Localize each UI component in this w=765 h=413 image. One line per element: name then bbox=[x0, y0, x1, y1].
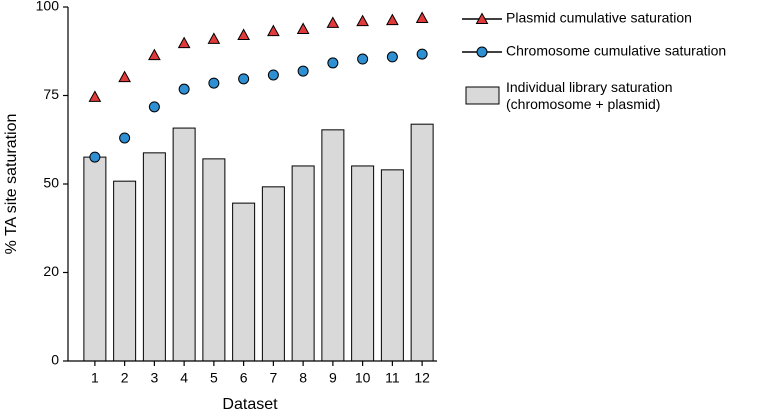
bar bbox=[172, 127, 196, 362]
triangle-marker bbox=[118, 70, 131, 83]
x-tick-label: 4 bbox=[180, 370, 188, 386]
triangle-marker bbox=[237, 28, 250, 40]
x-tick-label: 2 bbox=[121, 370, 129, 386]
triangle-marker bbox=[356, 14, 369, 27]
triangle-marker bbox=[296, 22, 310, 34]
circle-marker bbox=[386, 51, 398, 63]
bar bbox=[351, 165, 375, 362]
x-tick-label: 7 bbox=[269, 370, 277, 386]
bar bbox=[83, 156, 107, 362]
x-tick-label: 11 bbox=[385, 370, 400, 386]
x-axis-label: Dataset bbox=[222, 396, 278, 413]
x-tick-label: 3 bbox=[150, 370, 158, 386]
circle-marker bbox=[416, 48, 428, 60]
circle-marker bbox=[148, 101, 160, 113]
circle-marker bbox=[267, 69, 279, 81]
x-tick-label: 9 bbox=[329, 370, 337, 386]
bar bbox=[291, 165, 315, 362]
bar bbox=[321, 129, 345, 362]
x-tick-label: 8 bbox=[299, 370, 307, 386]
y-tick-label: 20 bbox=[43, 263, 59, 279]
x-tick-label: 10 bbox=[355, 370, 371, 386]
bar bbox=[232, 202, 256, 362]
x-tick-label: 12 bbox=[414, 370, 430, 386]
circle-marker bbox=[297, 65, 309, 77]
legend-marker bbox=[475, 12, 489, 24]
y-tick-label: 100 bbox=[36, 0, 60, 14]
triangle-marker bbox=[386, 13, 399, 26]
y-tick-label: 75 bbox=[43, 86, 59, 102]
circle-marker bbox=[357, 53, 369, 65]
x-tick-label: 5 bbox=[210, 370, 218, 386]
triangle-marker bbox=[326, 16, 340, 28]
bar bbox=[142, 152, 166, 362]
y-tick-label: 0 bbox=[51, 352, 59, 368]
x-tick-label: 6 bbox=[240, 370, 248, 386]
circle-marker bbox=[238, 73, 250, 85]
legend-marker bbox=[476, 46, 488, 58]
legend-label: Chromosome cumulative saturation bbox=[506, 43, 726, 59]
y-axis-label: % TA site saturation bbox=[3, 114, 20, 255]
triangle-marker bbox=[267, 24, 280, 37]
triangle-marker bbox=[88, 90, 102, 102]
circle-marker bbox=[119, 132, 131, 144]
circle-marker bbox=[89, 151, 101, 163]
triangle-marker bbox=[177, 36, 191, 49]
legend-label: Plasmid cumulative saturation bbox=[506, 10, 692, 26]
bar bbox=[410, 123, 434, 362]
bar bbox=[113, 180, 137, 362]
circle-marker bbox=[208, 77, 220, 89]
bar bbox=[380, 169, 404, 362]
triangle-marker bbox=[207, 32, 221, 44]
triangle-marker bbox=[415, 11, 429, 23]
x-tick-label: 1 bbox=[91, 370, 99, 386]
circle-marker bbox=[178, 83, 190, 95]
bar bbox=[261, 186, 285, 362]
legend-label: Individual library saturation (chromosom… bbox=[506, 79, 673, 112]
triangle-marker bbox=[148, 48, 161, 61]
legend-label-box: Individual library saturation (chromosom… bbox=[506, 79, 673, 112]
y-tick-label: 50 bbox=[43, 175, 59, 191]
legend-swatch bbox=[465, 86, 500, 105]
bar bbox=[202, 158, 226, 362]
circle-marker bbox=[327, 57, 339, 69]
